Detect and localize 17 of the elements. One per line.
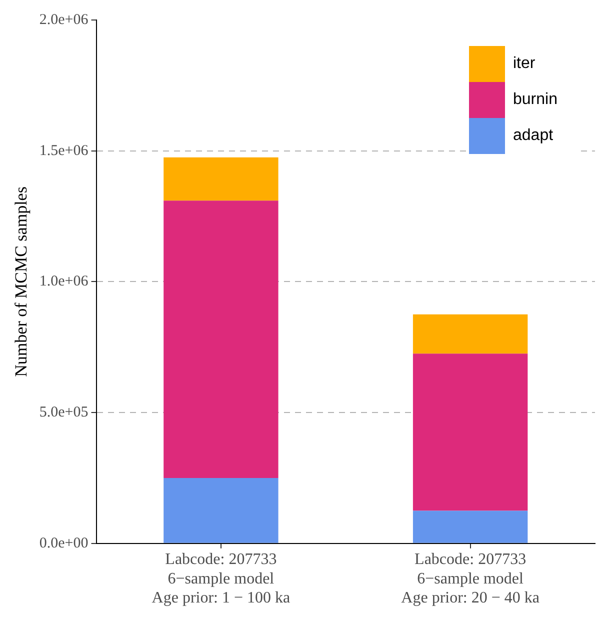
legend-label: burnin: [513, 91, 558, 109]
y-tick-label: 1.5e+06: [39, 142, 89, 159]
bar: [164, 478, 278, 543]
y-tick-label: 2.0e+06: [39, 12, 89, 28]
x-tick-label: Labcode: 207733 6−sample model Age prior: 20 − 40 ka: [401, 551, 540, 607]
y-tick-label: 5.0e+05: [39, 404, 88, 420]
legend-label: adapt: [513, 127, 554, 145]
bar: [412, 314, 528, 354]
bar: [412, 510, 528, 543]
y-tick-label: 0.0e+00: [39, 535, 88, 552]
legend-label: iter: [513, 55, 536, 73]
y-axis-title: Number of MCMC samples: [12, 186, 31, 377]
bar: [412, 354, 528, 511]
bar: [164, 157, 278, 201]
bar: [164, 200, 278, 478]
y-tick-label: 1.0e+06: [39, 274, 89, 290]
x-tick-label: Labcode: 207733 6−sample model Age prior: 1 − 100 ka: [152, 551, 290, 607]
